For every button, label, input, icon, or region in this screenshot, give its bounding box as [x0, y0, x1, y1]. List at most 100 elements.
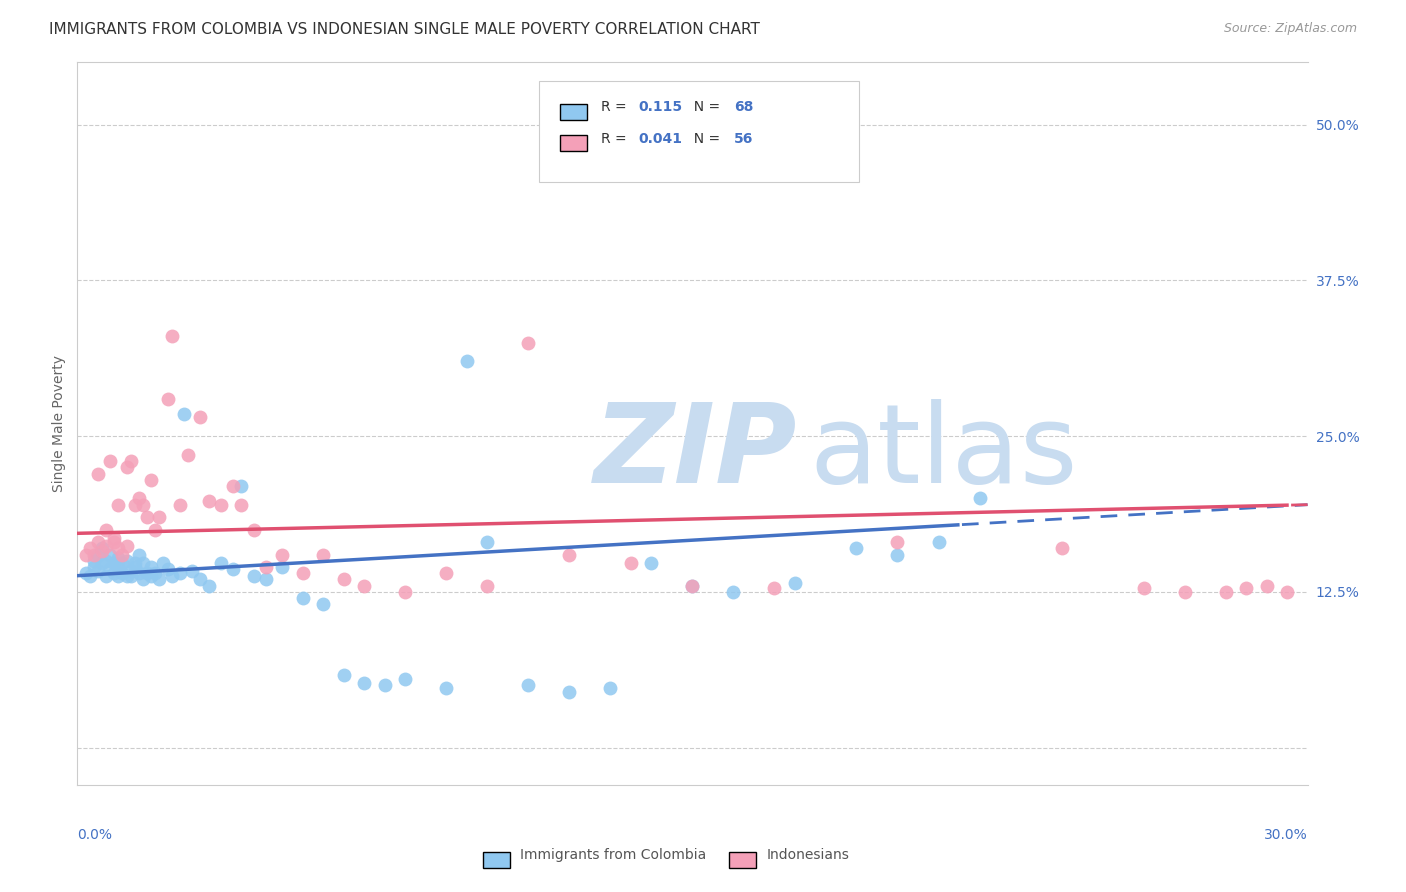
FancyBboxPatch shape [560, 103, 586, 120]
Point [620, 556, 643, 570]
Point [120, 568, 142, 582]
Text: Source: ZipAtlas.com: Source: ZipAtlas.com [1223, 22, 1357, 36]
FancyBboxPatch shape [484, 852, 510, 868]
Point [124, 498, 146, 512]
Point [128, 566, 150, 581]
Point [98, 454, 121, 468]
Point [291, 566, 314, 581]
Point [115, 539, 138, 553]
Point [188, 573, 212, 587]
Point [173, 407, 195, 421]
Point [115, 568, 138, 582]
Point [156, 392, 179, 406]
Point [222, 479, 245, 493]
Point [107, 568, 129, 582]
Point [148, 510, 170, 524]
Point [107, 498, 129, 512]
Text: Immigrants from Colombia: Immigrants from Colombia [520, 848, 706, 862]
Point [79, 541, 101, 556]
Point [143, 566, 166, 581]
Point [141, 473, 163, 487]
Point [394, 585, 416, 599]
Point [103, 556, 125, 570]
Text: 0.0%: 0.0% [77, 829, 112, 842]
Text: 0.041: 0.041 [638, 132, 682, 146]
Point [98, 548, 121, 562]
Point [845, 541, 868, 556]
Point [231, 498, 253, 512]
Text: R =: R = [602, 100, 631, 114]
Point [271, 560, 294, 574]
Point [682, 579, 704, 593]
Point [231, 479, 253, 493]
Point [120, 454, 142, 468]
Point [394, 672, 416, 686]
Text: 0.115: 0.115 [638, 100, 682, 114]
Point [177, 448, 200, 462]
Point [94, 554, 117, 568]
Point [169, 498, 191, 512]
Point [87, 548, 110, 562]
Point [152, 556, 174, 570]
Point [1215, 585, 1237, 599]
Point [136, 510, 159, 524]
Point [120, 564, 142, 578]
Point [83, 554, 105, 568]
Point [107, 560, 129, 574]
Text: N =: N = [685, 100, 724, 114]
Point [436, 681, 458, 695]
Point [75, 566, 97, 581]
Point [242, 523, 264, 537]
Text: R =: R = [602, 132, 631, 146]
Point [90, 556, 114, 570]
Point [558, 684, 581, 698]
Point [94, 539, 117, 553]
Point [209, 498, 232, 512]
Point [312, 598, 335, 612]
Point [87, 564, 110, 578]
Point [723, 585, 745, 599]
Point [1256, 579, 1278, 593]
Point [111, 566, 134, 581]
Point [197, 579, 219, 593]
Point [107, 541, 129, 556]
Point [83, 548, 105, 562]
Point [312, 548, 335, 562]
Point [333, 573, 356, 587]
Text: ZIP: ZIP [595, 399, 797, 506]
Point [477, 579, 499, 593]
Point [886, 535, 908, 549]
Point [1275, 585, 1298, 599]
Point [456, 354, 478, 368]
Point [87, 467, 110, 481]
Point [98, 562, 121, 576]
Point [115, 554, 138, 568]
FancyBboxPatch shape [560, 136, 586, 152]
Point [188, 410, 212, 425]
Point [103, 566, 125, 581]
Point [436, 566, 458, 581]
Point [132, 556, 155, 570]
FancyBboxPatch shape [730, 852, 756, 868]
Point [599, 681, 621, 695]
Point [477, 535, 499, 549]
Point [128, 548, 150, 562]
Point [1050, 541, 1073, 556]
Point [111, 556, 134, 570]
Point [103, 535, 125, 549]
Point [1234, 581, 1257, 595]
Point [156, 562, 179, 576]
Point [79, 568, 101, 582]
Point [124, 560, 146, 574]
Point [271, 548, 294, 562]
Point [640, 556, 662, 570]
Point [143, 523, 166, 537]
Text: 30.0%: 30.0% [1264, 829, 1308, 842]
Point [148, 573, 170, 587]
Point [128, 491, 150, 506]
Text: IMMIGRANTS FROM COLOMBIA VS INDONESIAN SINGLE MALE POVERTY CORRELATION CHART: IMMIGRANTS FROM COLOMBIA VS INDONESIAN S… [49, 22, 761, 37]
Point [763, 581, 786, 595]
Text: N =: N = [685, 132, 724, 146]
Text: 56: 56 [734, 132, 754, 146]
Point [222, 562, 245, 576]
